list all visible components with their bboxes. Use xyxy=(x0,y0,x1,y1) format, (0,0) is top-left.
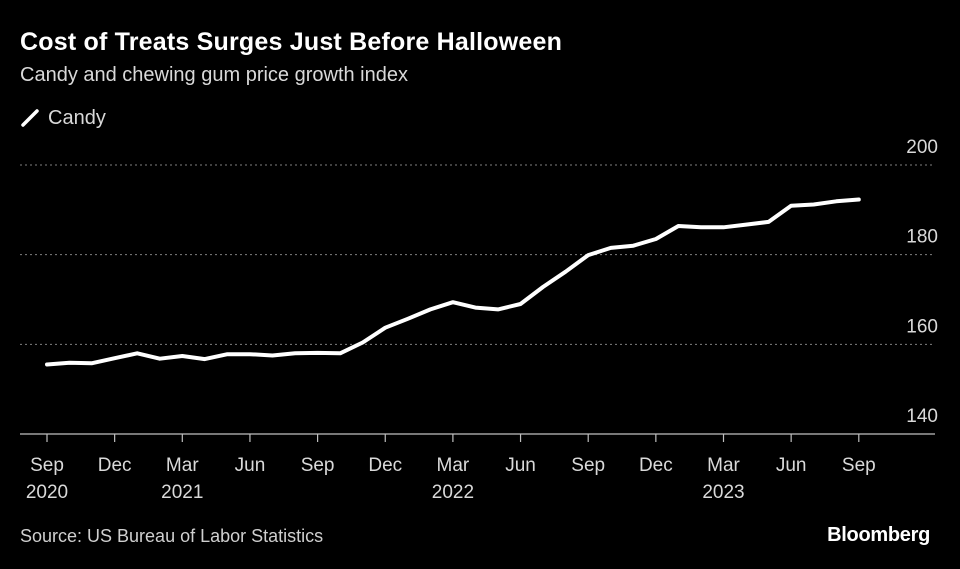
y-tick-label-160: 160 xyxy=(906,316,938,337)
x-tick-label-year: 2022 xyxy=(432,482,474,503)
legend: Candy xyxy=(20,106,106,130)
x-tick-labels: Sep 2020 Dec Mar 2021 Jun Sep Dec Mar 2022 Jun Sep D… xyxy=(26,455,876,503)
y-axis: 140 160 180 200 xyxy=(906,137,938,427)
x-tick-label-month: Sep xyxy=(571,455,605,476)
bloomberg-logo: Bloomberg xyxy=(827,524,930,546)
x-tick-label-month: Mar xyxy=(707,455,740,476)
x-tick-label-month: Jun xyxy=(235,455,266,476)
x-tick-label-year: 2023 xyxy=(702,482,744,503)
series-layer xyxy=(45,197,861,367)
x-tick-label-month: Jun xyxy=(505,455,536,476)
y-tick-label-140: 140 xyxy=(906,406,938,427)
series-line-candy xyxy=(45,197,861,367)
x-tick-label-month: Mar xyxy=(437,455,470,476)
x-tick-label-month: Jun xyxy=(776,455,807,476)
gridlines xyxy=(20,164,935,345)
legend-label-candy: Candy xyxy=(48,106,106,129)
x-tick-label-month: Sep xyxy=(301,455,335,476)
x-tick-label-year: 2021 xyxy=(161,482,203,503)
legend-swatch-candy xyxy=(21,109,39,127)
x-tick-label-month: Dec xyxy=(639,455,673,476)
y-tick-label-200: 200 xyxy=(906,137,938,158)
y-tick-label-180: 180 xyxy=(906,227,938,248)
x-tick-label-month: Dec xyxy=(98,455,132,476)
source-note: Source: US Bureau of Labor Statistics xyxy=(20,526,324,546)
x-axis xyxy=(20,433,935,442)
x-tick-label-month: Mar xyxy=(166,455,199,476)
x-tick-label-year: 2020 xyxy=(26,482,68,503)
chart-subtitle: Candy and chewing gum price growth index xyxy=(20,64,408,86)
x-tick-label-month: Sep xyxy=(30,455,64,476)
x-tick-label-month: Sep xyxy=(842,455,876,476)
x-tick-label-month: Dec xyxy=(368,455,402,476)
chart-title: Cost of Treats Surges Just Before Hallow… xyxy=(20,28,563,56)
